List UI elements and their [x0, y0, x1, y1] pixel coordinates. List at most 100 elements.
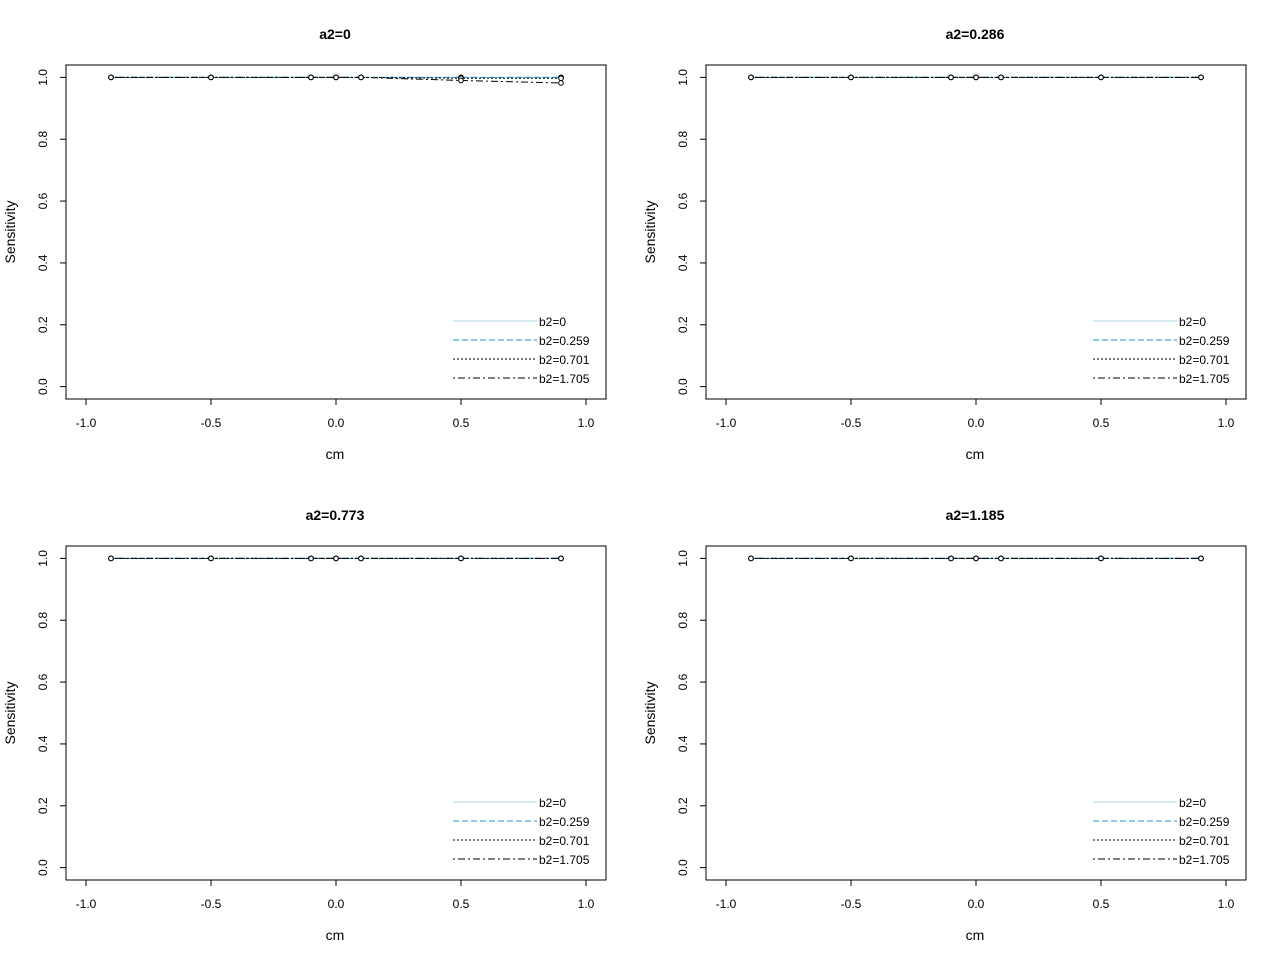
y-tick-label: 0.8 [676, 612, 690, 629]
x-tick-label: -0.5 [841, 897, 862, 911]
point [558, 75, 564, 82]
x-axis-label: cm [326, 927, 345, 943]
point [108, 74, 114, 81]
chart-title: a2=0 [319, 26, 351, 42]
y-tick-label: 1.0 [36, 69, 50, 86]
y-tick-label: 0.4 [36, 254, 50, 271]
point [998, 74, 1004, 81]
point [1098, 74, 1104, 81]
point [1198, 555, 1204, 562]
x-tick-label: 1.0 [1218, 416, 1235, 430]
y-axis-label: Sensitivity [2, 200, 18, 263]
legend-label: b2=0 [1179, 315, 1206, 329]
plot-frame [705, 545, 1247, 881]
y-tick-label: 0.8 [36, 131, 50, 148]
y-axis-label: Sensitivity [642, 200, 658, 263]
x-tick-label: 1.0 [1218, 897, 1235, 911]
x-tick-label: -0.5 [841, 416, 862, 430]
x-tick-label: 0.5 [1093, 897, 1110, 911]
legend-label: b2=0.259 [539, 334, 590, 348]
y-tick-label: 0.8 [36, 612, 50, 629]
point [108, 555, 114, 562]
x-tick-label: 0.0 [968, 897, 985, 911]
y-tick-label: 1.0 [676, 550, 690, 567]
x-tick-label: -1.0 [716, 897, 737, 911]
y-tick-label: 0.0 [676, 859, 690, 876]
y-tick-label: 1.0 [676, 69, 690, 86]
x-tick-label: 0.0 [968, 416, 985, 430]
y-tick-label: 0.0 [36, 378, 50, 395]
point [948, 74, 954, 81]
x-tick-label: -0.5 [201, 897, 222, 911]
x-tick-label: 0.5 [453, 897, 470, 911]
x-tick-label: -1.0 [76, 897, 97, 911]
y-tick-label: 0.2 [36, 316, 50, 333]
point [458, 77, 464, 84]
legend-label: b2=0 [1179, 796, 1206, 810]
legend-label: b2=0.259 [1179, 334, 1230, 348]
point [1098, 555, 1104, 562]
y-tick-label: 0.0 [676, 378, 690, 395]
legend-label: b2=0 [539, 796, 566, 810]
point [948, 555, 954, 562]
x-tick-label: 0.0 [328, 897, 345, 911]
x-axis-label: cm [966, 446, 985, 462]
y-axis-label: Sensitivity [2, 681, 18, 744]
chart-title: a2=0.773 [306, 507, 365, 523]
y-tick-label: 0.4 [36, 735, 50, 752]
y-tick-label: 0.4 [676, 735, 690, 752]
y-tick-label: 0.6 [36, 192, 50, 209]
x-tick-label: 0.5 [453, 416, 470, 430]
legend-label: b2=1.705 [539, 853, 590, 867]
legend-label: b2=1.705 [539, 372, 590, 386]
point [558, 80, 564, 86]
x-tick-label: 0.5 [1093, 416, 1110, 430]
x-tick-label: 1.0 [578, 416, 595, 430]
y-tick-label: 0.8 [676, 131, 690, 148]
chart-title: a2=1.185 [946, 507, 1005, 523]
legend-label: b2=0.259 [1179, 815, 1230, 829]
point [973, 555, 979, 562]
point [748, 555, 754, 562]
point [333, 74, 339, 81]
plot-frame [65, 545, 607, 881]
point [973, 74, 979, 81]
chart-title: a2=0.286 [946, 26, 1005, 42]
x-axis-label: cm [966, 927, 985, 943]
legend-label: b2=0.259 [539, 815, 590, 829]
point [998, 555, 1004, 562]
point [748, 74, 754, 81]
legend-label: b2=0 [539, 315, 566, 329]
y-tick-label: 0.6 [676, 673, 690, 690]
y-tick-label: 0.2 [676, 797, 690, 814]
x-tick-label: 1.0 [578, 897, 595, 911]
legend-label: b2=0.701 [1179, 834, 1230, 848]
point [458, 555, 464, 562]
point [848, 74, 854, 81]
point [308, 74, 314, 81]
point [308, 555, 314, 562]
panel: a2=0.773 cm Sensitivity -1.0 -0.5 0.0 0.5 1.0 0.… [2, 507, 607, 943]
point [558, 555, 564, 562]
y-tick-label: 0.4 [676, 254, 690, 271]
point [333, 555, 339, 562]
point [1198, 74, 1204, 81]
x-tick-label: -1.0 [716, 416, 737, 430]
plot-frame [65, 64, 607, 400]
point [208, 74, 214, 81]
legend-label: b2=1.705 [1179, 853, 1230, 867]
x-tick-label: 0.0 [328, 416, 345, 430]
y-tick-label: 0.6 [676, 192, 690, 209]
plot-frame [705, 64, 1247, 400]
legend-label: b2=1.705 [1179, 372, 1230, 386]
y-tick-label: 0.2 [676, 316, 690, 333]
legend-label: b2=0.701 [539, 353, 590, 367]
y-tick-label: 0.6 [36, 673, 50, 690]
point [358, 74, 364, 81]
y-tick-label: 0.0 [36, 859, 50, 876]
panel: a2=0.286 cm Sensitivity -1.0 -0.5 0.0 0.5 1.0 0.… [642, 26, 1247, 462]
y-tick-label: 1.0 [36, 550, 50, 567]
panel: a2=1.185 cm Sensitivity -1.0 -0.5 0.0 0.5 1.0 0.… [642, 507, 1247, 943]
